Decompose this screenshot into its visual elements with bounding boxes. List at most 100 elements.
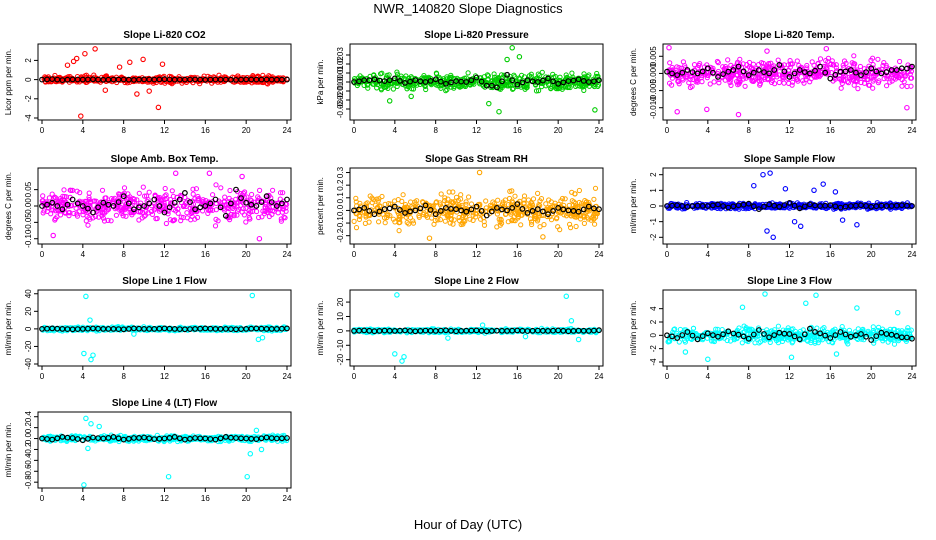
data-point	[737, 56, 743, 62]
mean-point	[873, 68, 880, 75]
mean-point	[356, 78, 363, 85]
data-point	[504, 83, 510, 89]
x-tick-label: 24	[908, 126, 917, 135]
data-point	[535, 190, 541, 196]
x-tick-label: 12	[160, 372, 169, 381]
data-point	[543, 201, 549, 207]
outlier-point	[401, 354, 407, 360]
x-tick-label: 12	[160, 250, 169, 259]
mean-point	[371, 76, 378, 83]
mean-point	[756, 67, 762, 73]
data-point	[103, 77, 109, 83]
data-point	[790, 79, 796, 85]
y-tick-label: 1	[649, 188, 658, 193]
outlier-point	[140, 56, 146, 63]
outlier-point	[408, 93, 414, 100]
data-point	[85, 222, 91, 228]
outlier-point	[82, 50, 88, 57]
data-point	[573, 83, 579, 90]
mean-point	[689, 69, 696, 75]
mean-point	[858, 72, 864, 78]
x-tick-label: 24	[595, 126, 604, 135]
x-tick-label: 24	[283, 372, 292, 381]
data-point	[576, 75, 583, 81]
data-point	[812, 74, 818, 80]
data-point	[457, 84, 463, 90]
data-point	[592, 221, 598, 227]
outlier-point	[751, 182, 757, 189]
data-point	[833, 65, 840, 71]
mean-point	[95, 76, 101, 83]
data-point	[884, 72, 890, 79]
x-tick-label: 16	[826, 126, 835, 135]
outlier-point	[797, 223, 804, 230]
data-point	[537, 224, 543, 230]
mean-point	[817, 63, 823, 70]
data-point	[849, 60, 855, 66]
hourly-means	[39, 76, 290, 83]
data-point	[465, 70, 471, 76]
y-tick-label: -0.005	[649, 79, 658, 102]
data-point	[833, 62, 839, 68]
y-axis-label: kPa per min.	[316, 60, 325, 105]
y-tick-label: -20	[24, 340, 33, 352]
data-point	[575, 83, 581, 89]
x-tick-label: 0	[665, 126, 670, 135]
data-point	[775, 57, 781, 63]
mean-point	[827, 75, 834, 82]
panel-title: Slope Sample Flow	[744, 154, 835, 165]
data-point	[761, 64, 767, 70]
mean-point	[473, 74, 480, 81]
data-point	[858, 79, 864, 86]
data-point	[485, 77, 491, 83]
data-point	[222, 194, 228, 200]
outlier-point	[73, 55, 80, 62]
data-point	[727, 79, 733, 86]
data-point	[163, 220, 169, 227]
outlier-point	[249, 292, 256, 299]
x-tick-label: 0	[40, 126, 45, 135]
data-point	[210, 192, 216, 198]
data-point	[776, 79, 782, 86]
mean-point	[704, 65, 711, 72]
mean-point	[776, 62, 783, 68]
data-point	[592, 81, 598, 88]
mean-point	[720, 71, 726, 77]
x-tick-label: 20	[867, 250, 876, 259]
y-tick-label: 20	[24, 306, 33, 315]
mean-point	[550, 78, 556, 85]
outlier-point	[839, 217, 846, 223]
data-point	[550, 71, 556, 78]
data-point	[782, 71, 788, 78]
data-point	[536, 88, 542, 94]
y-tick-label: 0	[649, 203, 658, 208]
outlier-point	[83, 293, 89, 300]
data-point	[374, 85, 380, 91]
outlier-point	[479, 322, 486, 328]
data-point	[364, 82, 370, 88]
mean-point	[427, 77, 434, 84]
data-point	[841, 77, 847, 84]
data-point	[688, 74, 694, 80]
data-point	[512, 193, 518, 199]
data-point	[438, 191, 444, 197]
mean-point	[801, 69, 808, 75]
mean-point	[853, 69, 859, 76]
data-point	[567, 84, 573, 91]
data-point	[804, 62, 810, 69]
x-tick-label: 8	[121, 250, 126, 259]
y-tick-label: 0	[24, 77, 33, 82]
panel-title: Slope Line 2 Flow	[434, 276, 519, 287]
outlier-point	[904, 104, 910, 111]
y-tick-label: 2	[649, 172, 658, 177]
outlier-point	[102, 87, 109, 93]
x-tick-label: 0	[352, 250, 357, 259]
data-point	[123, 213, 129, 219]
x-tick-label: 20	[242, 372, 251, 381]
outlier-point	[767, 170, 773, 176]
data-point	[801, 80, 807, 86]
mean-point	[750, 69, 757, 76]
x-tick-label: 0	[665, 250, 670, 259]
x-tick-label: 24	[908, 250, 917, 259]
